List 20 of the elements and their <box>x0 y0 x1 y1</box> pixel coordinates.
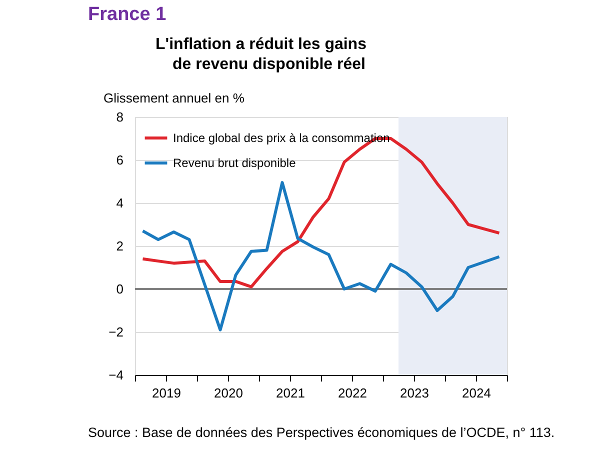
x-tick-label: 2024 <box>462 386 491 400</box>
y-tick-label: 2 <box>116 238 124 254</box>
y-axis-title: Glissement annuel en % <box>104 90 245 106</box>
chart-title: France 1 <box>88 4 167 25</box>
chart-subtitle: L'inflation a réduit les gains de revenu disponible réel <box>156 36 367 73</box>
y-tick-label: 6 <box>116 152 124 168</box>
y-tick-label: −2 <box>108 324 124 340</box>
legend-label: Indice global des prix à la consommation <box>173 131 390 145</box>
x-tick-label: 2021 <box>276 386 305 400</box>
x-tick-label: 2023 <box>400 386 429 400</box>
y-tick-label: 8 <box>116 110 124 124</box>
x-tick-label: 2019 <box>152 386 181 400</box>
y-tick-label: 4 <box>116 196 124 210</box>
legend-label: Revenu brut disponible <box>173 156 296 170</box>
y-tick-label: 0 <box>116 282 124 296</box>
source-note: Source : Base de données des Perspectives économiques de l’OCDE, n° 113. <box>88 425 555 440</box>
y-tick-label: −4 <box>108 368 124 382</box>
x-tick-label: 2020 <box>214 386 243 400</box>
x-tick-label: 2022 <box>338 386 367 400</box>
line-series <box>141 181 501 332</box>
